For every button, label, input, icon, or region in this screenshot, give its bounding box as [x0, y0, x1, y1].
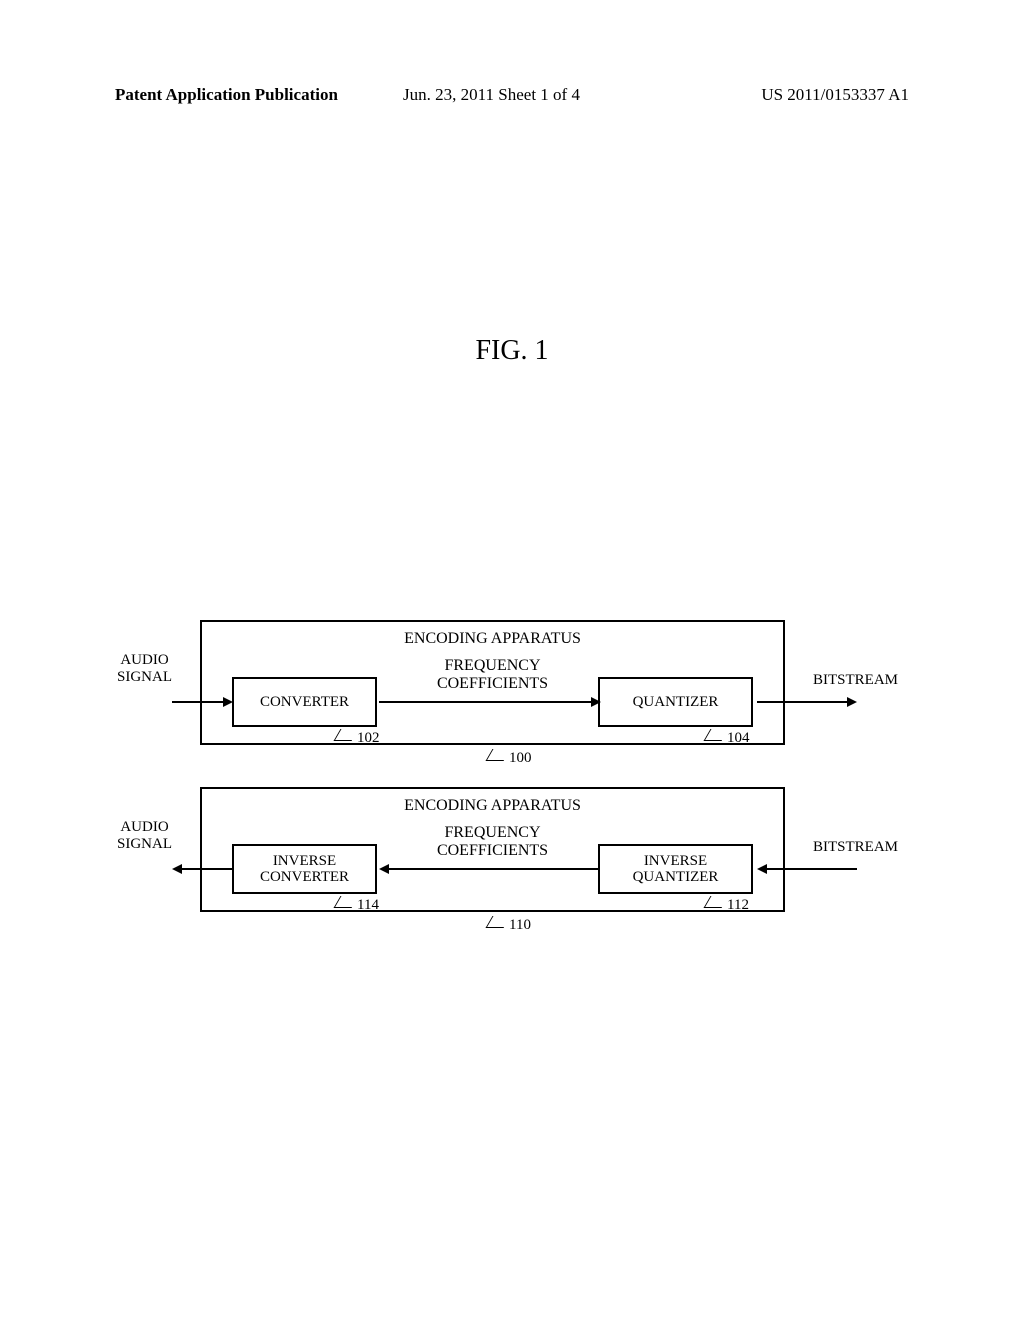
decoder-freq-label: FREQUENCYCOEFFICIENTS [437, 824, 548, 859]
arrow [379, 701, 591, 703]
decoder-box: ENCODING APPARATUS FREQUENCYCOEFFICIENTS… [200, 787, 785, 912]
callout [486, 749, 511, 761]
inverse-quantizer-block: INVERSEQUANTIZER [598, 844, 753, 894]
figure-title: FIG. 1 [475, 335, 548, 367]
header-pub-number: US 2011/0153337 A1 [761, 85, 909, 105]
audio-input-label: AUDIOSIGNAL [117, 652, 172, 685]
encoder-box: ENCODING APPARATUS FREQUENCYCOEFFICIENTS… [200, 620, 785, 745]
arrow [757, 701, 847, 703]
arrow-head [757, 864, 767, 874]
decoder-title: ENCODING APPARATUS [404, 797, 581, 815]
ref-104: 104 [727, 730, 750, 747]
callout [704, 729, 729, 741]
audio-output-label: AUDIOSIGNAL [117, 819, 172, 852]
quantizer-block: QUANTIZER [598, 677, 753, 727]
converter-block: CONVERTER [232, 677, 377, 727]
ref-114: 114 [357, 897, 379, 914]
callout [334, 729, 359, 741]
arrow [172, 701, 223, 703]
bitstream-input-label: BITSTREAM [813, 839, 898, 856]
arrow-head [172, 864, 182, 874]
bitstream-output-label: BITSTREAM [813, 672, 898, 689]
page-header: Patent Application Publication Jun. 23, … [0, 85, 1024, 105]
callout [334, 896, 359, 908]
encoder-title: ENCODING APPARATUS [404, 630, 581, 648]
arrow-head [591, 697, 601, 707]
inverse-converter-block: INVERSECONVERTER [232, 844, 377, 894]
ref-100: 100 [509, 750, 532, 767]
header-publication: Patent Application Publication [115, 85, 338, 105]
arrow-head [223, 697, 233, 707]
ref-112: 112 [727, 897, 749, 914]
arrow-head [379, 864, 389, 874]
arrow [767, 868, 857, 870]
ref-110: 110 [509, 917, 531, 934]
arrow [182, 868, 232, 870]
header-date-sheet: Jun. 23, 2011 Sheet 1 of 4 [403, 85, 580, 105]
arrow [389, 868, 600, 870]
ref-102: 102 [357, 730, 380, 747]
diagram: ENCODING APPARATUS FREQUENCYCOEFFICIENTS… [110, 620, 910, 912]
encoder-freq-label: FREQUENCYCOEFFICIENTS [437, 657, 548, 692]
callout [486, 916, 511, 928]
callout [704, 896, 729, 908]
arrow-head [847, 697, 857, 707]
